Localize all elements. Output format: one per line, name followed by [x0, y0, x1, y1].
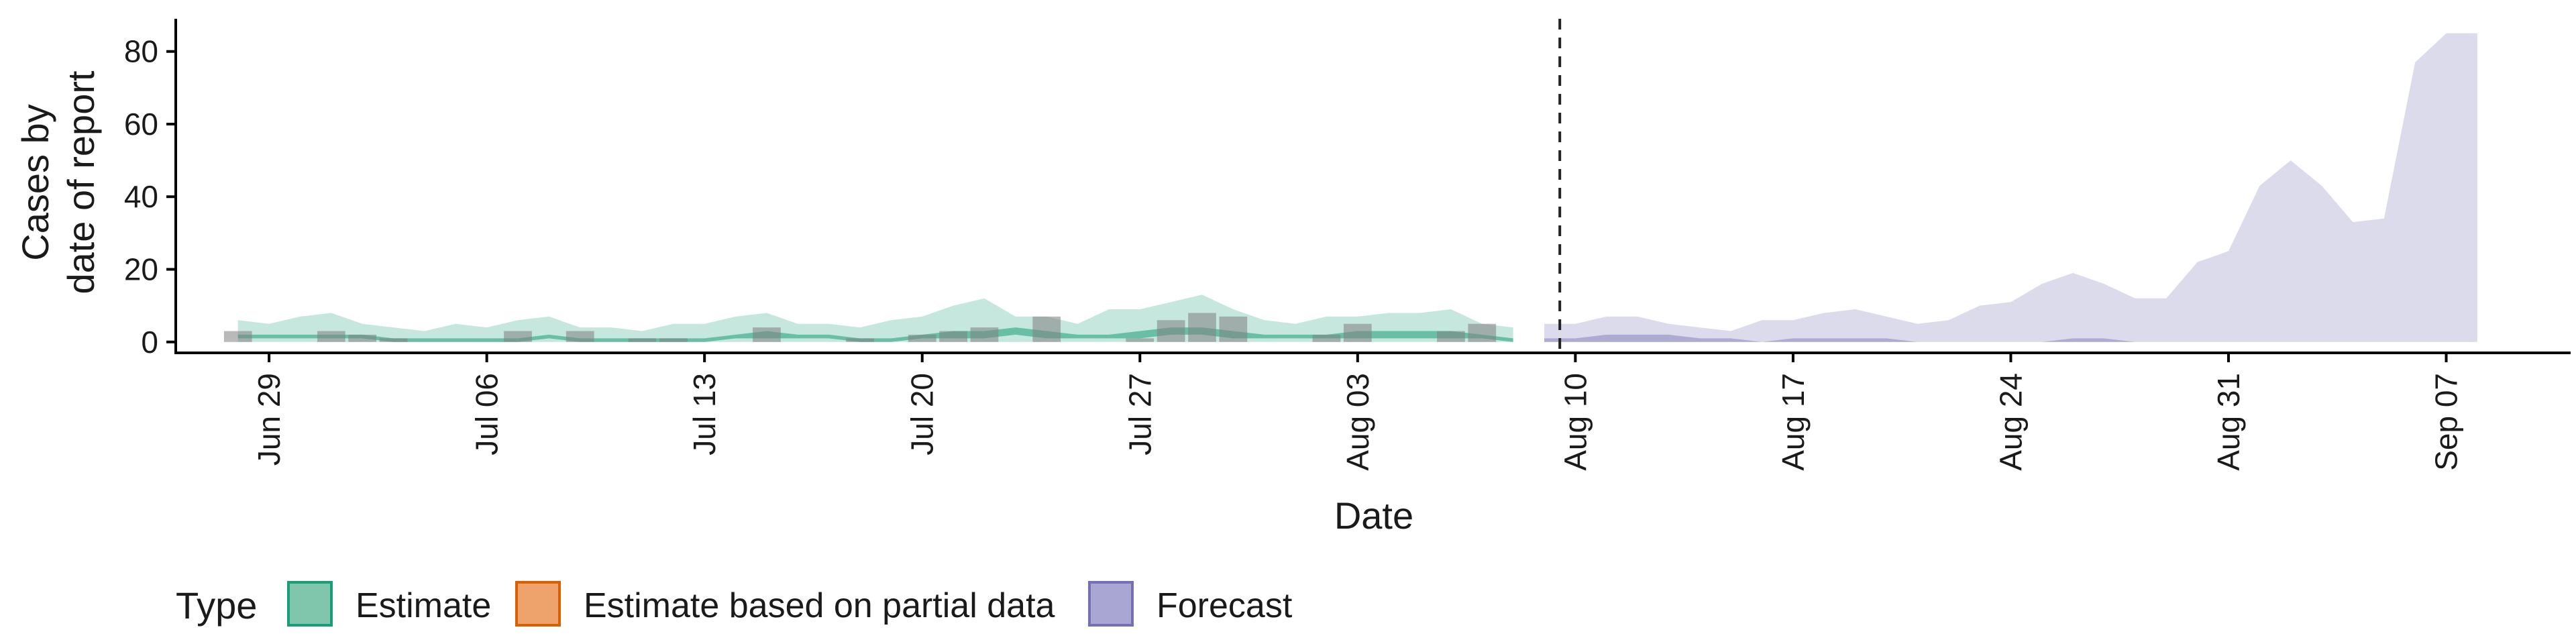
- observed-bar: [379, 338, 408, 342]
- observed-bar: [1157, 320, 1185, 342]
- forecast-outer-band: [1544, 33, 2477, 342]
- observed-bar: [908, 334, 936, 342]
- observed-bar: [970, 327, 999, 342]
- legend-swatch: [515, 581, 561, 627]
- y-tick-label: 0: [141, 325, 158, 360]
- x-tick-label: Jul 20: [905, 373, 940, 455]
- legend-title: Type: [176, 584, 257, 627]
- observed-bar: [1437, 331, 1465, 342]
- bands: [237, 33, 2477, 342]
- observed-bar: [1032, 316, 1061, 342]
- x-tick-label: Sep 07: [2429, 373, 2464, 471]
- plot-area: 0 20 40 60 80 Jun 29 Jul 06 Jul 13 Jul 20 Jul 27…: [124, 19, 2571, 471]
- x-tick-label: Jun 29: [252, 373, 286, 466]
- x-tick-label: Aug 03: [1340, 373, 1375, 471]
- observed-bar: [348, 334, 377, 342]
- legend: Type Estimate Estimate based on partial d…: [176, 581, 1293, 627]
- observed-bar: [753, 327, 781, 342]
- observed-bar: [846, 338, 874, 342]
- observed-bar: [659, 338, 688, 342]
- legend-swatch: [287, 581, 333, 627]
- x-tick-label: Aug 24: [1993, 373, 2028, 471]
- observed-bar: [1343, 323, 1372, 342]
- observed-bar: [504, 331, 532, 342]
- observed-bar: [1188, 313, 1216, 342]
- x-tick-label: Aug 10: [1558, 373, 1593, 471]
- observed-bars: [223, 313, 1497, 342]
- observed-bar: [1126, 338, 1155, 342]
- observed-bar: [1468, 323, 1497, 342]
- x-axis-title: Date: [1334, 494, 1413, 537]
- legend-label: Estimate based on partial data: [584, 586, 1055, 625]
- y-axis-title-line-2: date of report: [60, 70, 102, 294]
- y-tick-label: 40: [124, 179, 158, 214]
- observed-bar: [566, 331, 594, 342]
- x-tick-label: Jul 27: [1122, 373, 1157, 455]
- observed-bar: [939, 331, 967, 342]
- observed-bar: [1312, 334, 1341, 342]
- x-tick-label: Jul 13: [687, 373, 722, 455]
- y-ticks: 0 20 40 60 80: [124, 34, 176, 360]
- legend-swatch: [1088, 581, 1134, 627]
- y-tick-label: 20: [124, 252, 158, 287]
- legend-label: Forecast: [1157, 586, 1293, 625]
- forecast-inner-band: [1544, 334, 2135, 342]
- observed-bar: [223, 331, 252, 342]
- legend-label: Estimate: [356, 586, 491, 625]
- y-tick-label: 60: [124, 107, 158, 142]
- observed-bar: [1219, 316, 1248, 342]
- observed-bar: [317, 331, 345, 342]
- y-tick-label: 80: [124, 34, 158, 69]
- x-ticks: Jun 29 Jul 06 Jul 13 Jul 20 Jul 27 Aug 03 Aug …: [252, 353, 2464, 471]
- observed-bar: [628, 338, 657, 342]
- y-axis-title-line-1: Cases by: [14, 104, 56, 260]
- x-tick-label: Jul 06: [470, 373, 504, 455]
- x-tick-label: Aug 31: [2211, 373, 2246, 471]
- legend-entries: Estimate Estimate based on partial data Fo…: [287, 581, 1293, 627]
- x-tick-label: Aug 17: [1776, 373, 1811, 471]
